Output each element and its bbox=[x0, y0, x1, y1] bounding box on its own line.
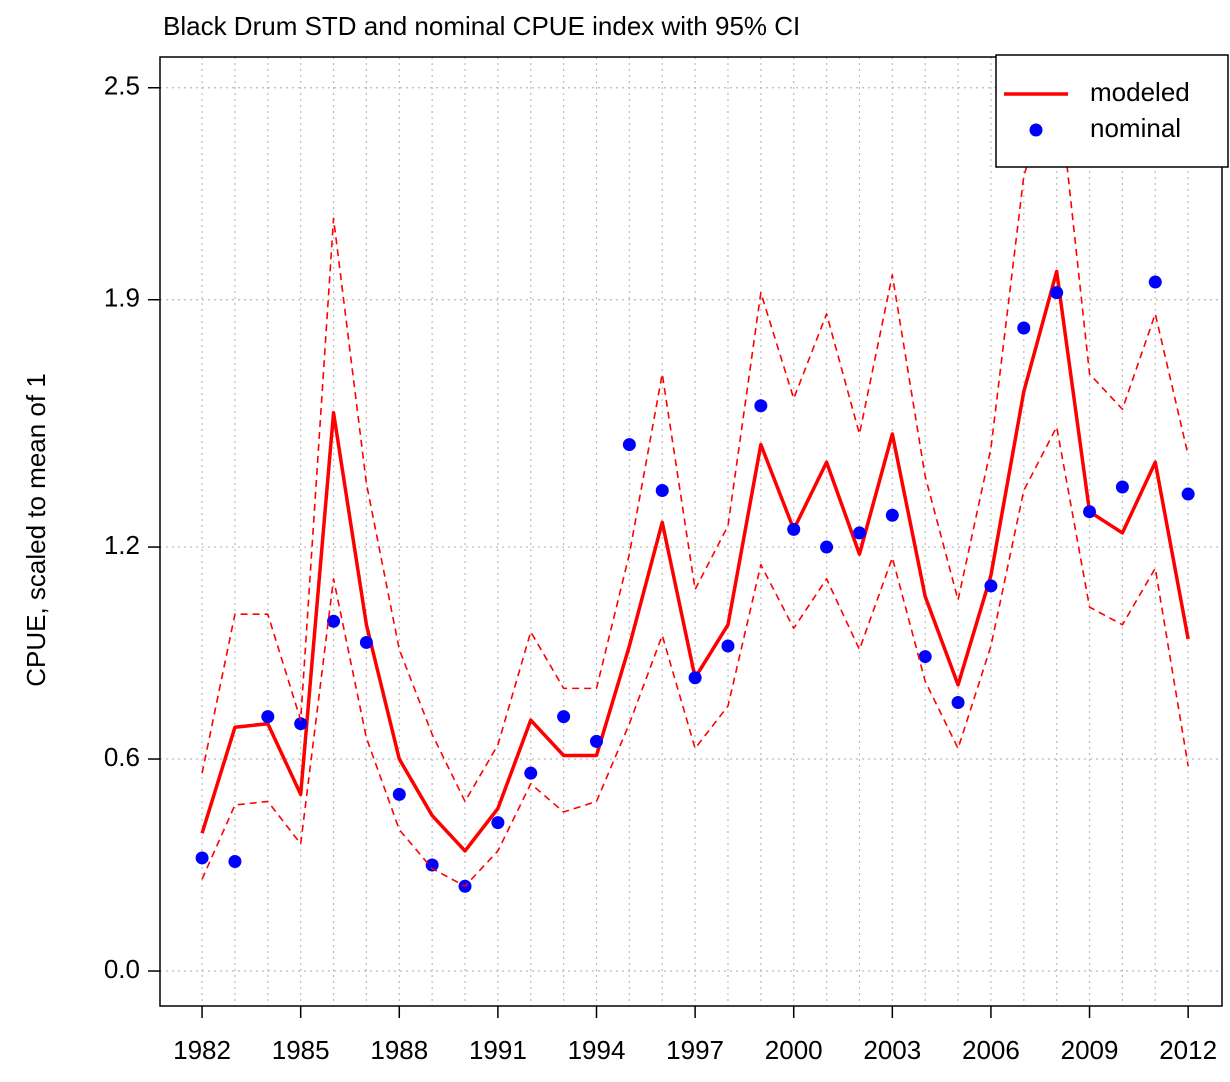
point bbox=[984, 579, 998, 593]
point bbox=[1148, 275, 1162, 289]
point bbox=[655, 484, 669, 498]
chart-title: Black Drum STD and nominal CPUE index wi… bbox=[163, 11, 800, 41]
point bbox=[195, 851, 209, 865]
point bbox=[951, 696, 965, 710]
x-tick-label: 1988 bbox=[370, 1035, 428, 1065]
x-tick-label: 2012 bbox=[1159, 1035, 1217, 1065]
point bbox=[688, 671, 702, 685]
legend-label: modeled bbox=[1090, 77, 1190, 107]
point bbox=[261, 710, 275, 724]
y-tick-label: 0.6 bbox=[104, 742, 140, 772]
point bbox=[557, 710, 571, 724]
x-tick-label: 1991 bbox=[469, 1035, 527, 1065]
point bbox=[327, 614, 341, 628]
point bbox=[754, 399, 768, 413]
point bbox=[1115, 480, 1129, 494]
legend-label: nominal bbox=[1090, 113, 1181, 143]
point bbox=[228, 854, 242, 868]
point bbox=[524, 766, 538, 780]
x-tick-label: 2009 bbox=[1061, 1035, 1119, 1065]
point bbox=[425, 858, 439, 872]
point bbox=[1181, 487, 1195, 501]
point bbox=[1017, 321, 1031, 335]
y-tick-label: 1.2 bbox=[104, 530, 140, 560]
point bbox=[918, 650, 932, 664]
y-tick-label: 2.5 bbox=[104, 71, 140, 101]
x-tick-label: 1997 bbox=[666, 1035, 724, 1065]
plot-frame bbox=[159, 56, 1223, 1007]
point bbox=[491, 816, 505, 830]
point bbox=[590, 734, 604, 748]
x-tick-label: 1985 bbox=[272, 1035, 330, 1065]
point bbox=[787, 522, 801, 536]
x-tick-label: 2006 bbox=[962, 1035, 1020, 1065]
point bbox=[885, 508, 899, 522]
point bbox=[359, 635, 373, 649]
x-tick-label: 2003 bbox=[863, 1035, 921, 1065]
point bbox=[392, 787, 406, 801]
legend-marker bbox=[1029, 123, 1043, 137]
x-tick-label: 1982 bbox=[173, 1035, 231, 1065]
y-tick-label: 0.0 bbox=[104, 954, 140, 984]
x-tick-label: 2000 bbox=[765, 1035, 823, 1065]
x-tick-label: 1994 bbox=[568, 1035, 626, 1065]
legend-box bbox=[995, 54, 1229, 168]
point bbox=[294, 717, 308, 731]
point bbox=[622, 438, 636, 452]
point bbox=[721, 639, 735, 653]
point bbox=[1050, 286, 1064, 300]
y-axis-label: CPUE, scaled to mean of 1 bbox=[21, 373, 51, 687]
point bbox=[820, 540, 834, 554]
point bbox=[1083, 505, 1097, 519]
point bbox=[852, 526, 866, 540]
y-tick-label: 1.9 bbox=[104, 283, 140, 313]
